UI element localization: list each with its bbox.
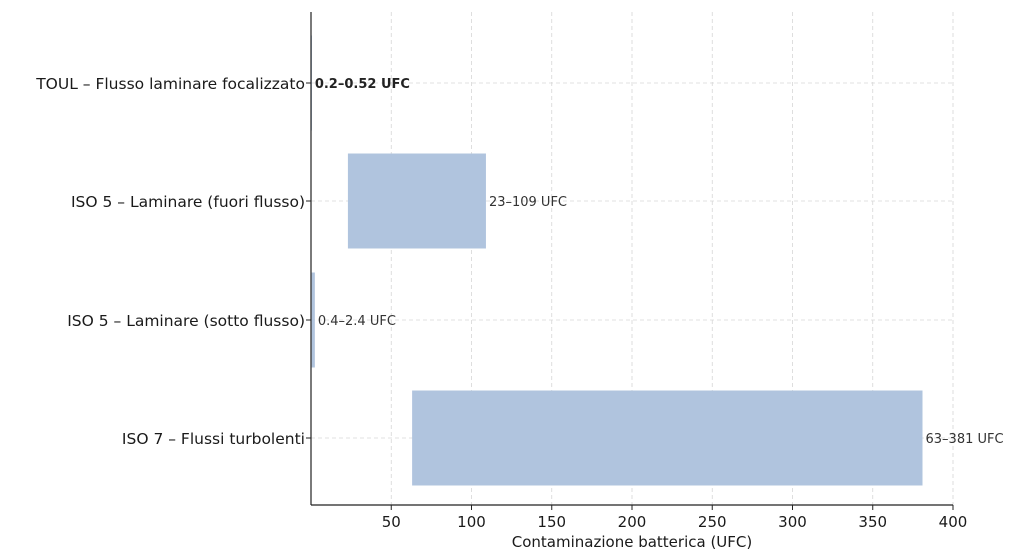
data-label: 63–381 UFC: [926, 432, 1004, 447]
category-labels: TOUL – Flusso laminare focalizzato ISO 5 …: [35, 75, 305, 448]
data-labels: 0.2–0.52 UFC 23–109 UFC 0.4–2.4 UFC 63–381 …: [315, 77, 1004, 447]
x-tick-label: 200: [618, 513, 647, 531]
range-bar: [412, 390, 923, 486]
x-axis-title: Contaminazione batterica (UFC): [512, 533, 752, 549]
x-tick-label: 300: [778, 513, 807, 531]
x-tick-label: 50: [382, 513, 401, 531]
data-label: 0.4–2.4 UFC: [318, 314, 396, 329]
range-bar: [311, 272, 315, 368]
category-label: ISO 5 – Laminare (sotto flusso): [67, 312, 305, 330]
x-ticks: 50 100 150 200 250 300 350 400: [306, 82, 968, 531]
x-tick-label: 100: [457, 513, 486, 531]
category-label: ISO 5 – Laminare (fuori flusso): [71, 193, 305, 211]
data-label: 0.2–0.52 UFC: [315, 77, 410, 92]
data-label: 23–109 UFC: [489, 195, 567, 210]
x-tick-label: 250: [698, 513, 727, 531]
bars: [311, 35, 923, 486]
x-tick-label: 150: [537, 513, 566, 531]
x-tick-label: 350: [858, 513, 887, 531]
range-bar: [347, 153, 486, 249]
range-bar: [311, 35, 312, 131]
x-tick-label: 400: [939, 513, 968, 531]
category-label: ISO 7 – Flussi turbolenti: [122, 430, 305, 448]
category-label: TOUL – Flusso laminare focalizzato: [35, 75, 305, 93]
